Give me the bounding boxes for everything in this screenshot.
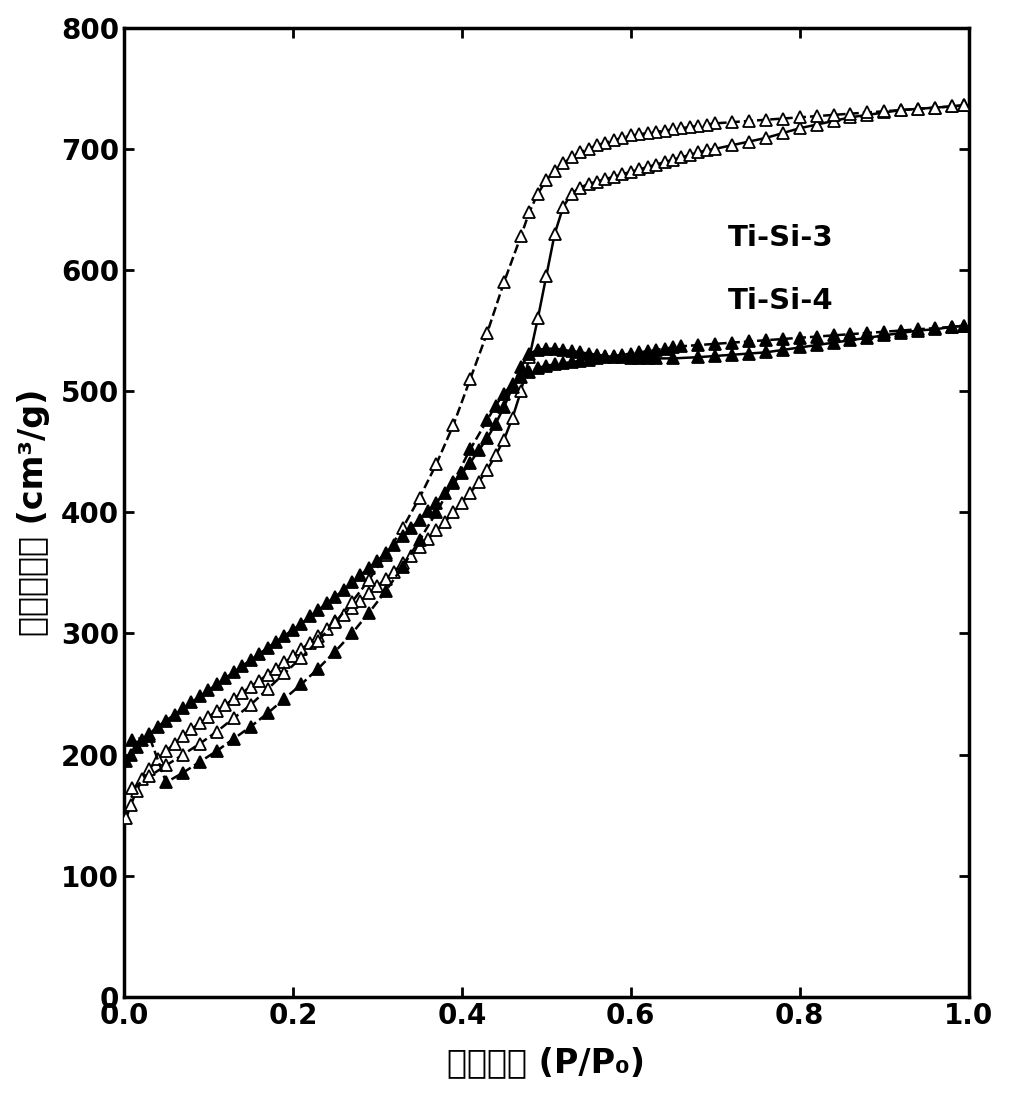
Y-axis label: 体积吸附量 (cm³/g): 体积吸附量 (cm³/g) [17, 389, 49, 636]
Text: Ti-Si-4: Ti-Si-4 [728, 287, 833, 315]
Text: Ti-Si-3: Ti-Si-3 [728, 224, 833, 252]
X-axis label: 相对压力 (P/P₀): 相对压力 (P/P₀) [447, 1047, 645, 1080]
